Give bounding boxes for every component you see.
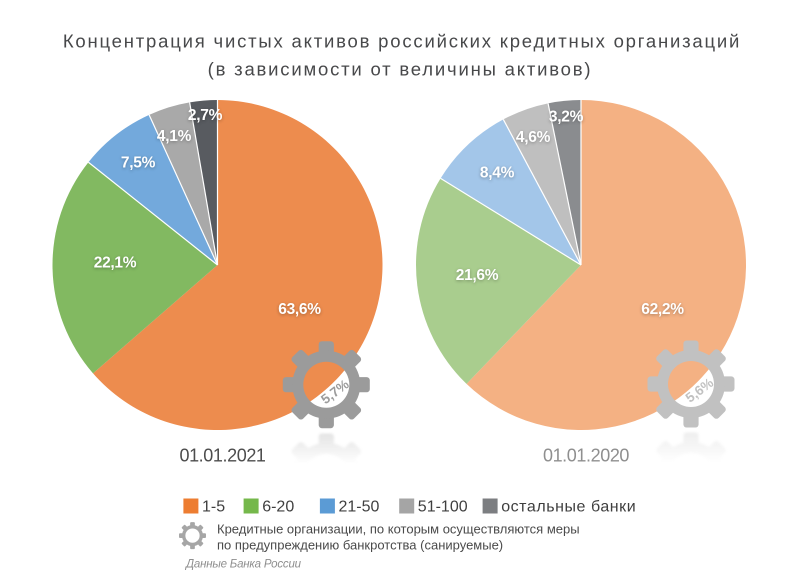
svg-text:7,5%: 7,5%	[121, 155, 156, 172]
svg-text:Концентрация чистых активов ро: Концентрация чистых активов российских к…	[63, 31, 741, 52]
svg-text:по предупреждению банкротства: по предупреждению банкротства (санируемы…	[217, 538, 503, 553]
svg-text:21-50: 21-50	[339, 499, 380, 516]
svg-text:21,6%: 21,6%	[456, 267, 499, 284]
svg-text:4,1%: 4,1%	[157, 128, 192, 145]
svg-text:01.01.2021: 01.01.2021	[179, 446, 265, 466]
svg-text:1-5: 1-5	[202, 499, 225, 516]
svg-text:63,6%: 63,6%	[278, 301, 321, 318]
svg-text:(в зависимости от величины акт: (в зависимости от величины активов)	[208, 59, 593, 80]
svg-text:Данные Банка России: Данные Банка России	[184, 559, 302, 571]
svg-text:6-20: 6-20	[262, 499, 294, 516]
svg-text:62,2%: 62,2%	[641, 301, 684, 318]
svg-text:2,7%: 2,7%	[188, 107, 223, 124]
svg-text:остальные банки: остальные банки	[501, 499, 636, 516]
svg-text:51-100: 51-100	[418, 499, 468, 516]
svg-text:01.01.2020: 01.01.2020	[543, 446, 629, 466]
svg-text:3,2%: 3,2%	[549, 109, 584, 126]
svg-text:8,4%: 8,4%	[480, 165, 515, 182]
svg-text:Кредитные организации, по кото: Кредитные организации, по которым осущес…	[217, 522, 580, 537]
svg-text:22,1%: 22,1%	[94, 255, 137, 272]
svg-text:4,6%: 4,6%	[516, 129, 551, 146]
